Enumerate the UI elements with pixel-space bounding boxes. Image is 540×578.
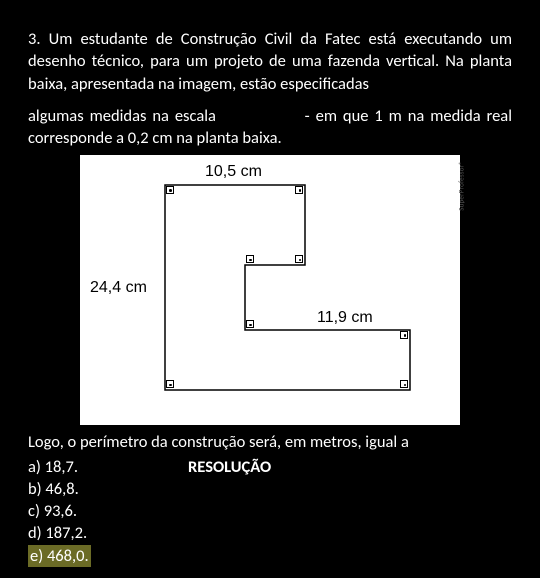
right-angle-dot bbox=[169, 384, 172, 387]
prompt-line: Logo, o perímetro da construção será, em… bbox=[28, 431, 512, 453]
right-angle-dot bbox=[249, 324, 252, 327]
options-list: a) 18,7. RESOLUÇÃO b) 46,8. c) 93,6. d) … bbox=[28, 456, 512, 567]
question-number: 3. bbox=[28, 29, 41, 49]
question-p2a: algumas medidas na escala bbox=[28, 106, 216, 126]
option-row-a: a) 18,7. RESOLUÇÃO bbox=[28, 456, 512, 478]
scale-gap bbox=[216, 106, 305, 126]
dim-right: 11,9 cm bbox=[317, 307, 373, 329]
question-p1: Um estudante de Construção Civil da Fate… bbox=[28, 29, 512, 94]
right-angle-dot bbox=[299, 189, 302, 192]
option-c: c) 93,6. bbox=[28, 500, 512, 522]
dim-left: 24,4 cm bbox=[90, 277, 147, 299]
option-e-wrap: e) 468,0. bbox=[28, 545, 512, 567]
option-e: e) 468,0. bbox=[28, 545, 91, 567]
figure-container: SuperProfessor® 10,5 cm 24,4 cm 11,9 cm bbox=[80, 155, 460, 425]
right-angle-dot bbox=[169, 189, 172, 192]
question-para-1: 3. Um estudante de Construção Civil da F… bbox=[28, 28, 512, 95]
option-b: b) 46,8. bbox=[28, 478, 512, 500]
right-angle-dot bbox=[249, 259, 252, 262]
question-para-2: algumas medidas na escala - em que 1 m n… bbox=[28, 105, 512, 150]
question-text: 3. Um estudante de Construção Civil da F… bbox=[28, 28, 512, 149]
right-angle-dot bbox=[404, 334, 407, 337]
option-a: a) 18,7. bbox=[28, 456, 78, 478]
floor-plan-figure: SuperProfessor® 10,5 cm 24,4 cm 11,9 cm bbox=[80, 155, 460, 425]
option-d: d) 187,2. bbox=[28, 522, 512, 544]
dim-top: 10,5 cm bbox=[205, 161, 262, 183]
plan-outline bbox=[165, 185, 410, 390]
resolution-label: RESOLUÇÃO bbox=[188, 456, 271, 478]
